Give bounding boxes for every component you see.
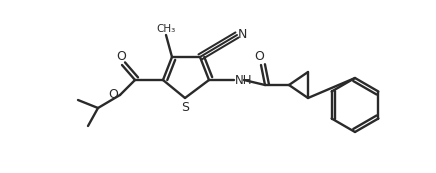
Text: O: O xyxy=(116,50,126,63)
Text: N: N xyxy=(238,29,247,42)
Text: NH: NH xyxy=(235,74,252,86)
Text: CH₃: CH₃ xyxy=(157,24,176,34)
Text: O: O xyxy=(108,89,118,102)
Text: O: O xyxy=(254,50,264,63)
Text: S: S xyxy=(181,101,189,114)
